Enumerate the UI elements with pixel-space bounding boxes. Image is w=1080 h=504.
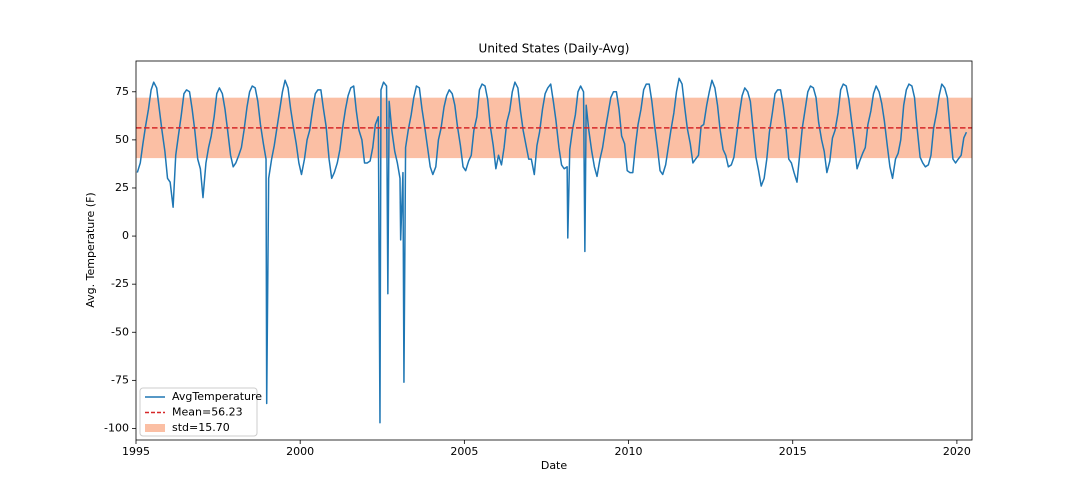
x-tick-label: 2005 — [450, 445, 478, 458]
legend: AvgTemperature Mean=56.23 std=15.70 — [139, 387, 262, 437]
legend-label: AvgTemperature — [172, 390, 262, 403]
y-tick-label: -25 — [111, 277, 129, 290]
legend-label: Mean=56.23 — [172, 406, 243, 419]
x-tick-label: 1995 — [122, 445, 150, 458]
x-tick-label: 2020 — [943, 445, 971, 458]
data-line — [136, 77, 968, 424]
y-tick-label: 25 — [115, 181, 129, 194]
chart-title: United States (Daily-Avg) — [479, 42, 630, 56]
x-axis-label: Date — [541, 459, 568, 472]
y-tick-label: -75 — [111, 373, 129, 386]
y-tick-label: 75 — [115, 85, 129, 98]
legend-box — [139, 387, 258, 437]
y-tick-label: 50 — [115, 133, 129, 146]
legend-label: std=15.70 — [172, 421, 230, 434]
x-tick-label: 2000 — [286, 445, 314, 458]
y-axis-label: Avg. Temperature (F) — [84, 192, 97, 307]
x-tick-label: 2010 — [615, 445, 643, 458]
x-tick-label: 2015 — [779, 445, 807, 458]
legend-swatch — [145, 424, 165, 432]
y-tick-label: 0 — [122, 229, 129, 242]
plot-frame — [135, 60, 973, 441]
y-tick-label: -50 — [111, 325, 129, 338]
y-tick-label: -100 — [104, 421, 129, 434]
